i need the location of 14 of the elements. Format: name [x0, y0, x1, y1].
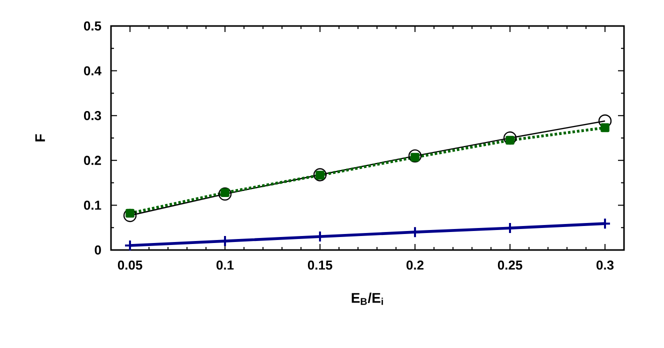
x-tick-label: 0.2 — [406, 260, 424, 270]
x-tick-label: 0.3 — [596, 260, 614, 270]
x-tick-label: 0.25 — [498, 260, 522, 270]
x-tick-label: 0.1 — [216, 260, 234, 270]
x-axis-title: E$_{B}$/E$_{i}$ — [352, 292, 383, 305]
y-tick-label: 0.3 — [84, 111, 102, 120]
y-axis-title: F — [35, 134, 45, 142]
y-tick-label: 0.2 — [84, 156, 101, 165]
x-tick-label: 0.15 — [308, 260, 332, 270]
x-tick-label: 0.05 — [118, 260, 142, 270]
y-tick-label: 0.1 — [84, 200, 102, 210]
y-tick-label: 0.5 — [84, 21, 102, 31]
y-tick-label: 0 — [94, 245, 101, 255]
y-tick-label: 0.4 — [84, 66, 102, 76]
